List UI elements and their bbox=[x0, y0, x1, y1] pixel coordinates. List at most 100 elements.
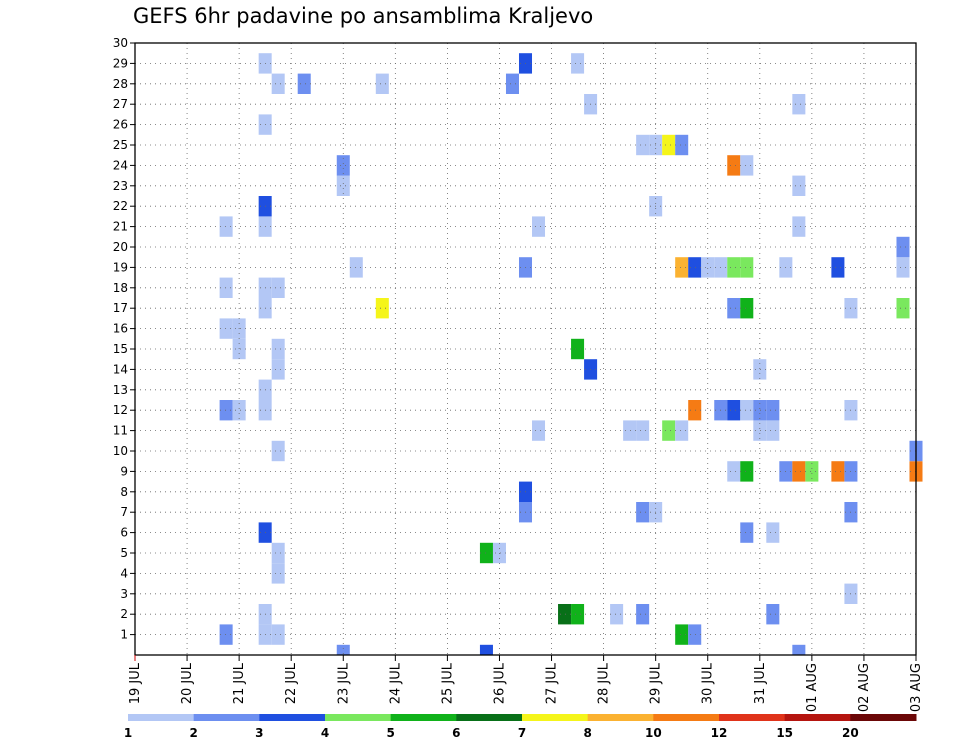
colorbar-label: 6 bbox=[452, 726, 460, 740]
x-tick-label: 23 JUL bbox=[336, 662, 351, 704]
precip-cell bbox=[571, 53, 585, 74]
x-tick-label: 29 JUL bbox=[649, 662, 664, 704]
precip-cell bbox=[805, 461, 819, 482]
precip-cell bbox=[792, 461, 806, 482]
precip-cell bbox=[479, 644, 493, 655]
precip-cell bbox=[792, 175, 806, 196]
x-tick-label: 27 JUL bbox=[545, 662, 560, 704]
y-tick-label: 19 bbox=[113, 260, 128, 274]
precip-cell bbox=[532, 216, 546, 237]
colorbar-swatch bbox=[850, 714, 917, 721]
y-tick-label: 17 bbox=[113, 301, 128, 315]
precip-cell bbox=[271, 563, 285, 584]
precip-cell bbox=[532, 420, 546, 441]
y-tick-label: 26 bbox=[113, 118, 128, 132]
colorbar-swatch bbox=[193, 714, 260, 721]
colorbar-swatch bbox=[719, 714, 786, 721]
colorbar-label: 2 bbox=[189, 726, 197, 740]
precip-cell bbox=[636, 134, 650, 156]
y-tick-label: 2 bbox=[120, 607, 128, 621]
precip-cell bbox=[792, 216, 806, 237]
colorbar-label: 12 bbox=[711, 726, 728, 740]
precip-cell bbox=[727, 257, 741, 278]
precip-cell bbox=[675, 624, 689, 645]
y-tick-label: 28 bbox=[113, 77, 128, 91]
precip-cell bbox=[688, 624, 702, 645]
precip-cell bbox=[675, 257, 689, 278]
precip-cell bbox=[271, 624, 285, 645]
colorbar: 1 2 3 4 5 6 7 8 10 12 15 20 bbox=[124, 714, 917, 740]
x-tick-label: 21 JUL bbox=[232, 662, 247, 704]
colorbar-swatch bbox=[784, 714, 851, 721]
precip-cell bbox=[623, 420, 637, 441]
x-tick-label: 03 AUG bbox=[909, 663, 924, 712]
precip-cell bbox=[740, 298, 754, 319]
precip-cell bbox=[766, 420, 780, 441]
precip-cell bbox=[766, 400, 780, 421]
x-tick-label: 19 JUL bbox=[128, 662, 143, 704]
x-tick-label: 20 JUL bbox=[180, 662, 195, 704]
precip-cell bbox=[740, 522, 754, 543]
colorbar-swatch bbox=[390, 714, 457, 721]
chart-title: GEFS 6hr padavine po ansamblima Kraljevo bbox=[133, 4, 594, 28]
y-tick-label: 4 bbox=[120, 566, 128, 580]
x-tick-label: 31 JUL bbox=[753, 662, 768, 704]
precip-cell bbox=[271, 338, 285, 360]
precip-cell bbox=[792, 94, 806, 115]
colorbar-label: 5 bbox=[386, 726, 394, 740]
y-tick-label: 14 bbox=[113, 362, 128, 376]
precip-cell bbox=[336, 644, 350, 655]
precip-cell bbox=[271, 359, 285, 380]
colorbar-label: 10 bbox=[645, 726, 662, 740]
precip-cell bbox=[766, 604, 780, 625]
precip-cell bbox=[219, 400, 233, 421]
colorbar-swatch bbox=[653, 714, 720, 721]
precip-cell bbox=[740, 461, 754, 482]
colorbar-swatch bbox=[259, 714, 326, 721]
x-tick-label: 25 JUL bbox=[440, 662, 455, 704]
colorbar-swatch bbox=[325, 714, 392, 721]
precip-cell bbox=[727, 298, 741, 319]
x-tick-label: 02 AUG bbox=[857, 663, 872, 712]
precip-cell bbox=[479, 542, 493, 564]
precip-cell bbox=[297, 73, 311, 94]
precip-cell bbox=[271, 73, 285, 94]
y-axis: 1234567891011121314151617181920212223242… bbox=[113, 36, 135, 642]
y-tick-label: 12 bbox=[113, 403, 128, 417]
precip-cell bbox=[336, 175, 350, 196]
precip-cell bbox=[636, 420, 650, 441]
y-tick-label: 8 bbox=[120, 485, 128, 499]
precip-cell bbox=[688, 257, 702, 278]
precip-cell bbox=[675, 420, 689, 441]
colorbar-label: 7 bbox=[518, 726, 526, 740]
y-tick-label: 3 bbox=[120, 587, 128, 601]
precip-cell bbox=[740, 257, 754, 278]
colorbar-label: 20 bbox=[842, 726, 859, 740]
precip-cell bbox=[271, 277, 285, 298]
precip-cell bbox=[558, 604, 572, 625]
precip-cell bbox=[610, 604, 624, 625]
colorbar-swatch bbox=[587, 714, 654, 721]
y-tick-label: 27 bbox=[113, 97, 128, 111]
precip-cell bbox=[831, 461, 845, 482]
precip-cell bbox=[753, 400, 767, 421]
colorbar-label: 3 bbox=[255, 726, 263, 740]
y-tick-label: 1 bbox=[120, 628, 128, 642]
y-tick-label: 15 bbox=[113, 342, 128, 356]
precip-cell bbox=[740, 155, 754, 176]
y-tick-label: 7 bbox=[120, 505, 128, 519]
x-tick-label: 01 AUG bbox=[805, 663, 820, 712]
precip-cell bbox=[753, 420, 767, 441]
colorbar-label: 15 bbox=[776, 726, 793, 740]
colorbar-label: 4 bbox=[321, 726, 329, 740]
precip-cell bbox=[688, 400, 702, 421]
precip-cell bbox=[375, 298, 389, 319]
y-tick-label: 22 bbox=[113, 199, 128, 213]
precip-cell bbox=[571, 604, 585, 625]
y-tick-label: 13 bbox=[113, 383, 128, 397]
precip-cell bbox=[271, 440, 285, 462]
precip-cell bbox=[662, 420, 676, 441]
y-tick-label: 24 bbox=[113, 158, 128, 172]
precip-cell bbox=[831, 257, 845, 278]
y-tick-label: 16 bbox=[113, 322, 128, 336]
